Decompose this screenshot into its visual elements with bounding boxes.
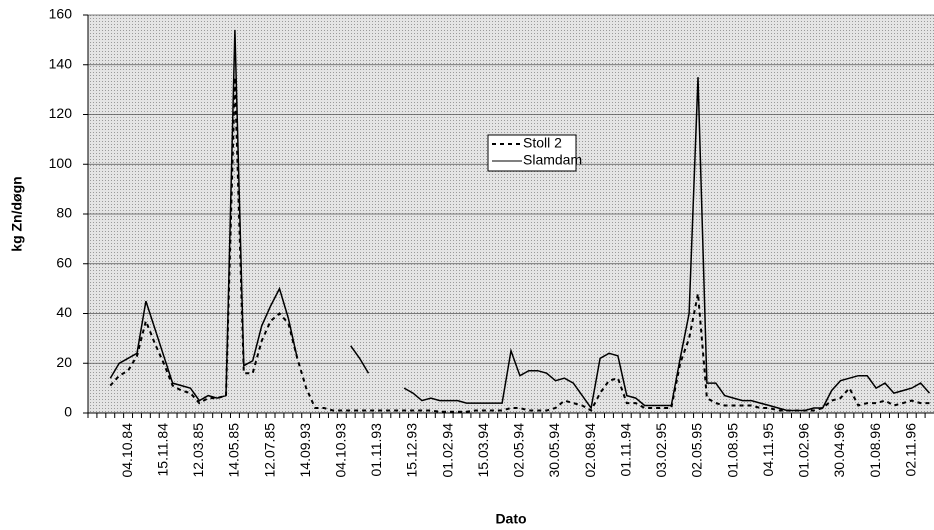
y-axis-title: kg Zn/døgn <box>9 176 25 251</box>
x-tick-label: 01.11.94 <box>617 423 633 477</box>
x-tick-label: 14.09.93 <box>297 423 313 478</box>
x-tick-label: 15.12.93 <box>404 423 420 478</box>
x-tick-label: 01.02.96 <box>796 423 812 478</box>
x-tick-label: 02.08.94 <box>582 423 598 478</box>
x-tick-label: 04.11.95 <box>760 423 776 477</box>
y-tick-label: 40 <box>56 304 72 320</box>
y-tick-label: 120 <box>49 105 73 121</box>
x-axis-title: Dato <box>495 511 526 527</box>
y-tick-label: 140 <box>49 55 73 71</box>
series-line <box>109 29 931 412</box>
x-tick-label: 12.07.85 <box>261 423 277 478</box>
x-tick-label: 30.04.96 <box>831 423 847 478</box>
x-tick-label: 02.05.94 <box>511 423 527 478</box>
x-tick-label: 01.11.93 <box>368 423 384 477</box>
series-line <box>109 77 930 413</box>
x-tick-label: 01.02.94 <box>439 423 455 478</box>
x-tick-label: 04.10.93 <box>333 423 349 478</box>
x-tick-label: 02.11.96 <box>902 423 918 477</box>
x-tick-label: 12.03.85 <box>190 423 206 478</box>
x-tick-label: 03.02.95 <box>653 423 669 478</box>
x-tick-label: 14.05.85 <box>226 423 242 478</box>
x-tick-label: 30.05.94 <box>546 423 562 478</box>
legend-box <box>487 134 577 172</box>
x-tick-label: 01.08.95 <box>724 423 740 478</box>
y-tick-label: 160 <box>49 6 73 22</box>
x-tick-label: 02.05.95 <box>689 423 705 478</box>
y-tick-label: 20 <box>56 354 72 370</box>
legend-label: Stoll 2 <box>523 135 562 151</box>
x-tick-label: 04.10.84 <box>119 423 135 478</box>
y-tick-label: 60 <box>56 254 72 270</box>
y-tick-label: 0 <box>64 404 72 420</box>
y-tick-label: 100 <box>49 155 73 171</box>
x-tick-label: 01.08.96 <box>867 423 883 478</box>
y-tick-label: 80 <box>56 205 72 221</box>
x-tick-label: 15.11.84 <box>154 423 170 477</box>
legend-label: Slamdam <box>523 152 582 168</box>
x-tick-label: 15.03.94 <box>475 423 491 478</box>
